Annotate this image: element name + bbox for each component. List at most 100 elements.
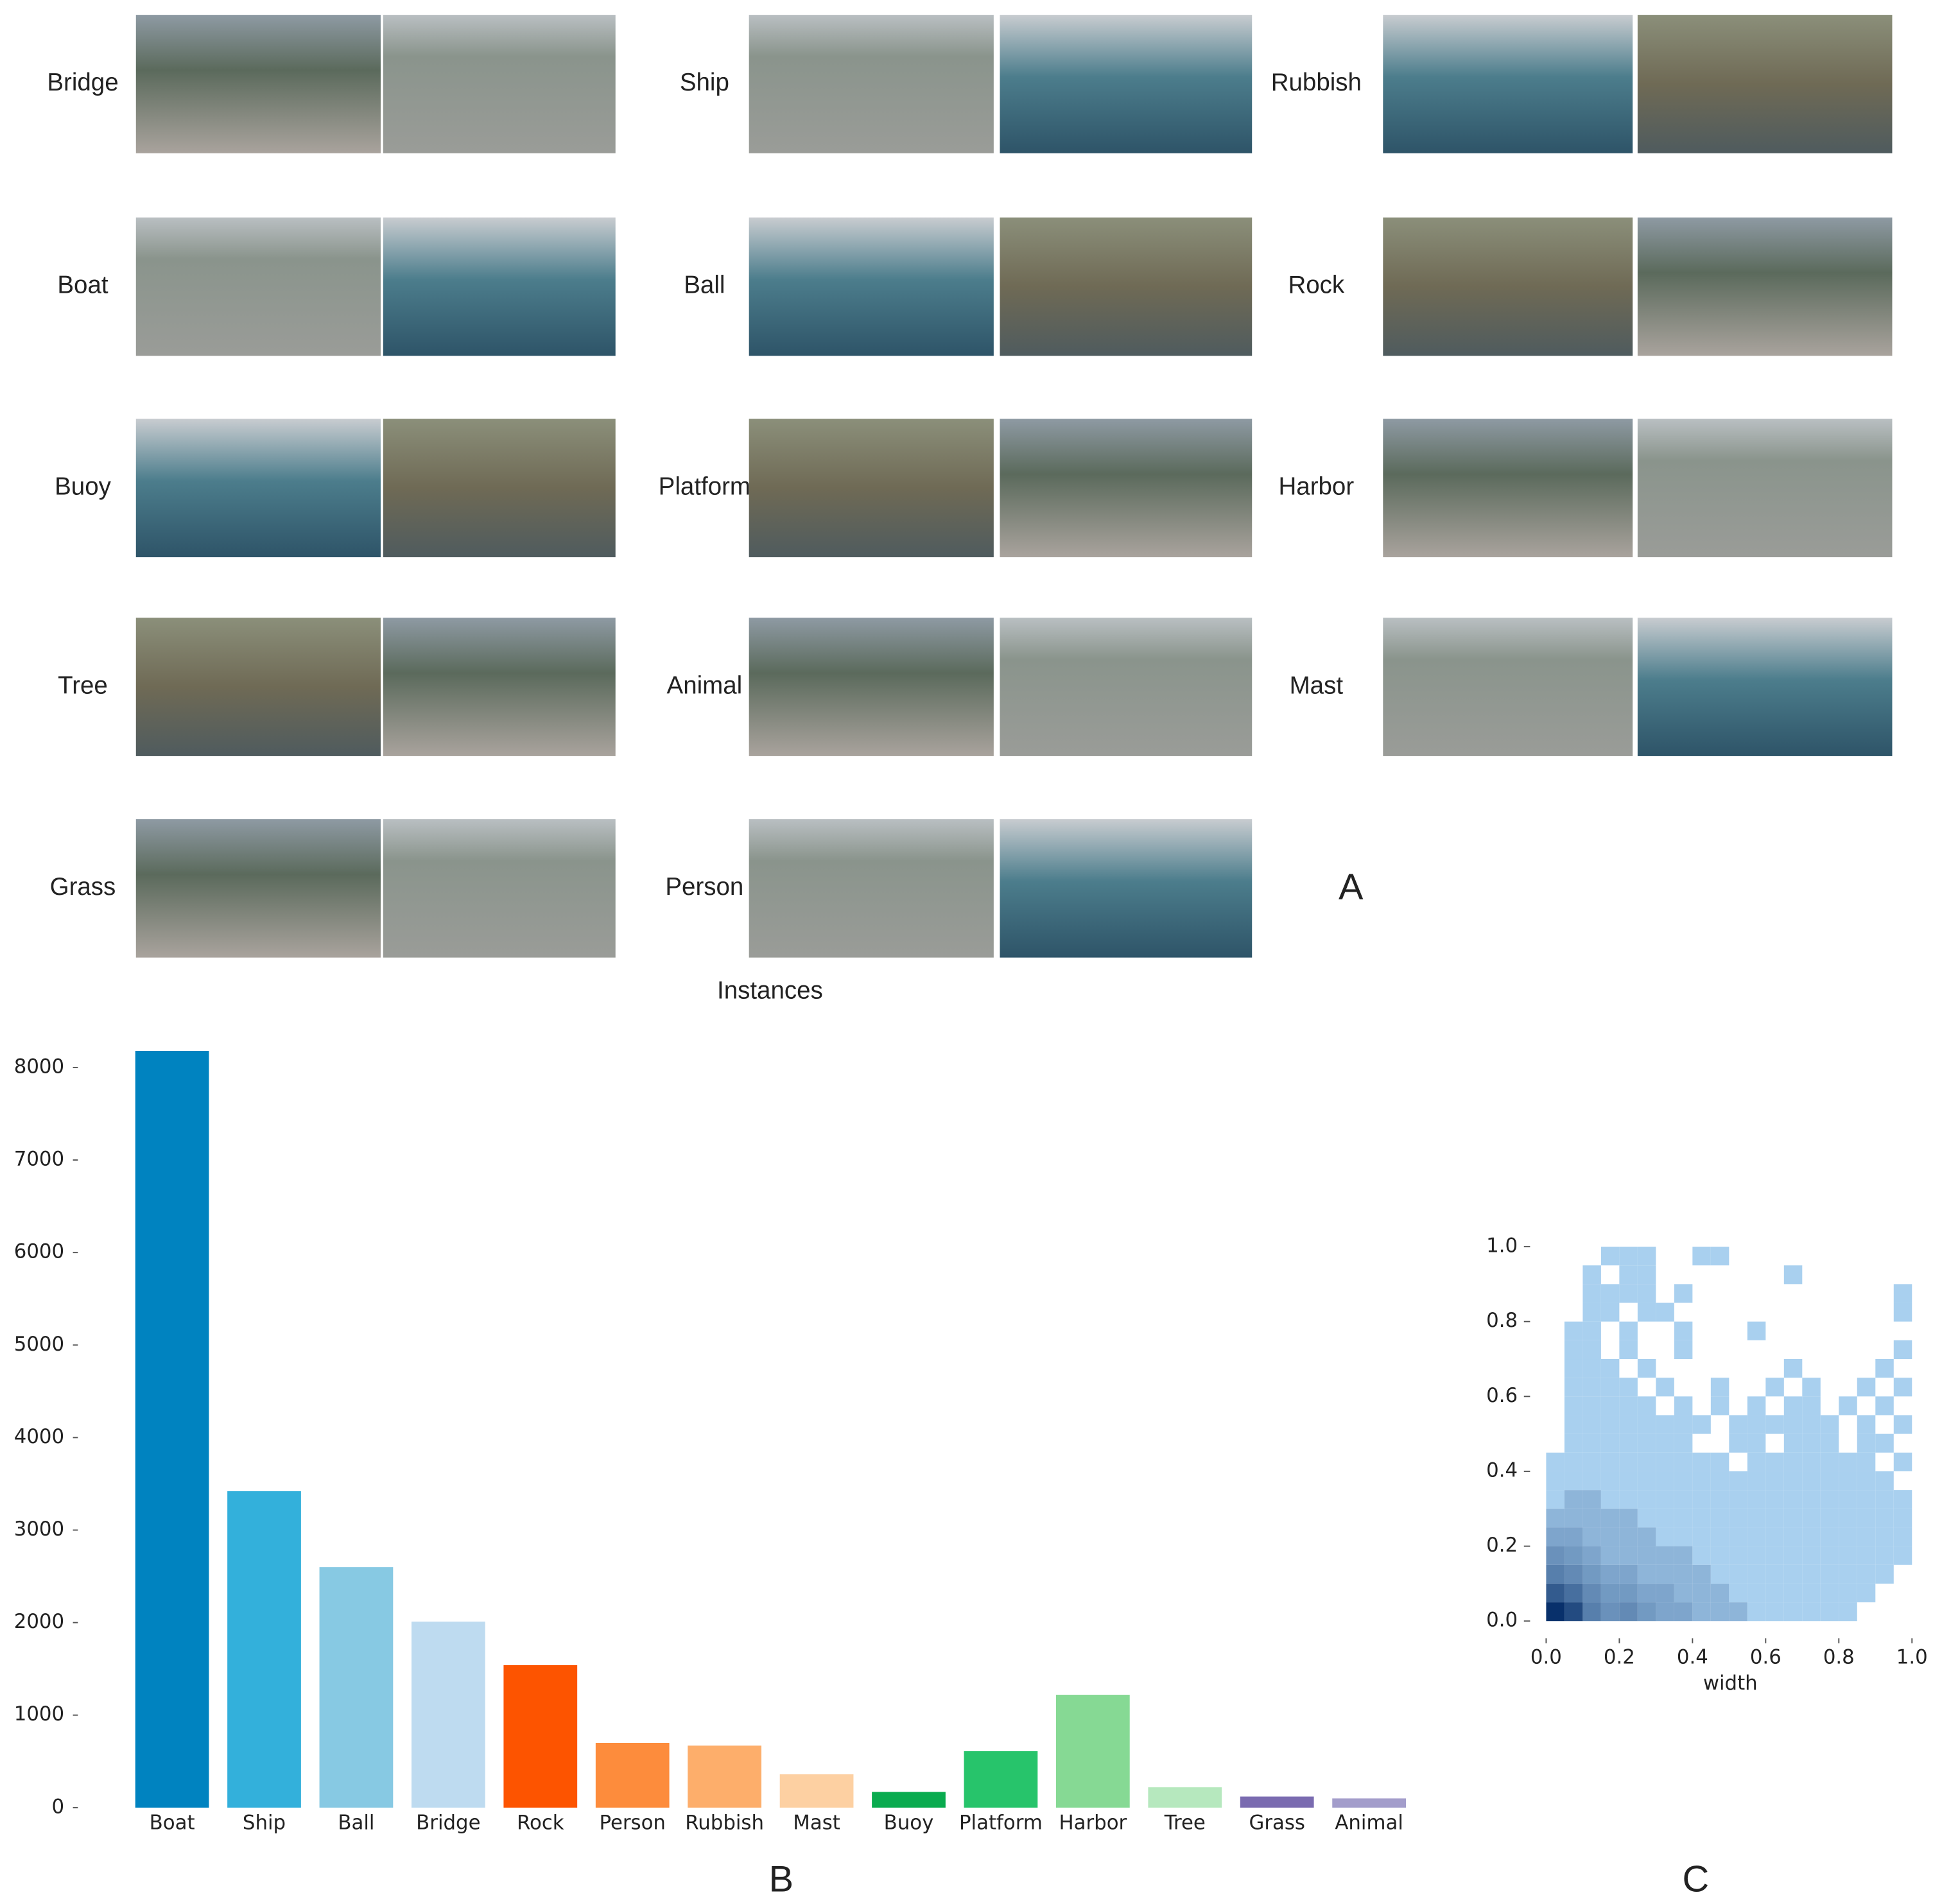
heatmap-cell <box>1637 1509 1656 1528</box>
heatmap-cell <box>1674 1284 1693 1303</box>
heatmap-cell <box>1674 1396 1693 1415</box>
heatmap-cell <box>1637 1564 1656 1584</box>
heatmap-cell <box>1857 1546 1876 1565</box>
heatmap-cell <box>1656 1378 1674 1397</box>
heatmap-cell <box>1582 1527 1601 1546</box>
heatmap-cell <box>1619 1490 1638 1509</box>
heatmap-cell <box>1783 1265 1803 1285</box>
heatmap-cell <box>1820 1452 1839 1471</box>
heatmap-cell <box>1765 1527 1784 1546</box>
example-image <box>135 819 381 958</box>
heatmap-cell <box>1747 1527 1766 1546</box>
heatmap-cell <box>1802 1583 1821 1603</box>
heatmap-cell <box>1600 1583 1620 1603</box>
x-axis-label: width <box>1703 1672 1758 1695</box>
heatmap-cell <box>1582 1415 1601 1434</box>
heatmap-cell <box>1893 1303 1912 1322</box>
example-image <box>135 419 381 558</box>
heatmap-cell <box>1600 1471 1620 1491</box>
bar <box>503 1665 578 1808</box>
heatmap-cell <box>1820 1509 1839 1528</box>
heatmap-cell <box>1656 1490 1674 1509</box>
heatmap-cell <box>1600 1378 1620 1397</box>
heatmap-cell <box>1637 1527 1656 1546</box>
heatmap-cell <box>1637 1602 1656 1622</box>
heatmap-cell <box>1802 1527 1821 1546</box>
heatmap-cell <box>1692 1415 1711 1434</box>
heatmap-cell <box>1747 1321 1766 1340</box>
heatmap-cell <box>1674 1564 1693 1584</box>
example-image <box>383 618 616 756</box>
heatmap-cell <box>1674 1509 1693 1528</box>
heatmap-cell <box>1875 1564 1894 1584</box>
bar <box>411 1622 485 1808</box>
heatmap-cell <box>1619 1378 1638 1397</box>
y-tick-label: 8000 <box>14 1055 64 1078</box>
heatmap-cell <box>1783 1433 1803 1453</box>
x-tick-label: Ship <box>243 1811 286 1834</box>
heatmap-cell <box>1656 1546 1674 1565</box>
heatmap-cell <box>1619 1396 1638 1415</box>
example-image <box>383 217 616 356</box>
heatmap-cell <box>1729 1471 1747 1491</box>
heatmap-cell <box>1802 1415 1821 1434</box>
y-tick-label: 1.0 <box>1486 1234 1518 1258</box>
heatmap-cell <box>1893 1452 1912 1471</box>
example-image <box>135 217 381 356</box>
category-label: Bridge <box>47 69 118 96</box>
y-tick-label: 1000 <box>14 1702 64 1726</box>
heatmap-cell <box>1710 1396 1729 1415</box>
heatmap-cell <box>1857 1509 1876 1528</box>
heatmap-cell <box>1619 1602 1638 1622</box>
heatmap-cell <box>1765 1546 1784 1565</box>
heatmap-cell <box>1747 1490 1766 1509</box>
heatmap-cell <box>1710 1490 1729 1509</box>
heatmap-cell <box>1619 1583 1638 1603</box>
heatmap-cell <box>1637 1452 1656 1471</box>
category-label: Harbor <box>1279 472 1355 500</box>
x-tick-label: Harbor <box>1059 1811 1127 1834</box>
heatmap-cell <box>1692 1452 1711 1471</box>
heatmap-cell <box>1783 1602 1803 1622</box>
heatmap-cell <box>1765 1452 1784 1471</box>
heatmap-cell <box>1839 1583 1857 1603</box>
heatmap-cell <box>1582 1284 1601 1303</box>
heatmap-cell <box>1600 1527 1620 1546</box>
heatmap-cell <box>1710 1527 1729 1546</box>
heatmap-cell <box>1619 1433 1638 1453</box>
heatmap-cell <box>1656 1471 1674 1491</box>
heatmap-cell <box>1674 1602 1693 1622</box>
y-tick-label: 4000 <box>14 1425 64 1448</box>
heatmap-cell <box>1839 1602 1857 1622</box>
heatmap-cell <box>1765 1509 1784 1528</box>
heatmap-cell <box>1692 1490 1711 1509</box>
example-image <box>1383 217 1633 356</box>
heatmap-cell <box>1839 1564 1857 1584</box>
heatmap-cell <box>1765 1564 1784 1584</box>
heatmap-cell <box>1747 1564 1766 1584</box>
example-image <box>383 15 616 153</box>
bar <box>135 1050 209 1808</box>
heatmap-cell <box>1857 1564 1876 1584</box>
heatmap-cell <box>1765 1471 1784 1491</box>
example-image <box>1383 618 1633 756</box>
heatmap-cell <box>1729 1433 1747 1453</box>
y-tick-label: 0.2 <box>1486 1534 1518 1557</box>
heatmap-cell <box>1564 1490 1583 1509</box>
panel-label: A <box>1339 867 1364 908</box>
heatmap-cell <box>1729 1527 1747 1546</box>
heatmap-cell <box>1729 1415 1747 1434</box>
heatmap-cell <box>1839 1396 1857 1415</box>
heatmap-cell <box>1600 1415 1620 1434</box>
heatmap-cell <box>1802 1433 1821 1453</box>
heatmap-cell <box>1875 1396 1894 1415</box>
bar <box>779 1774 854 1808</box>
heatmap-cell <box>1875 1433 1894 1453</box>
heatmap-cell <box>1857 1583 1876 1603</box>
x-tick-label: Platform <box>959 1811 1043 1834</box>
heatmap-cell <box>1783 1527 1803 1546</box>
heatmap-cell <box>1564 1471 1583 1491</box>
category-label: Platform <box>659 472 750 500</box>
heatmap-cell <box>1546 1490 1565 1509</box>
heatmap-cell <box>1564 1546 1583 1565</box>
